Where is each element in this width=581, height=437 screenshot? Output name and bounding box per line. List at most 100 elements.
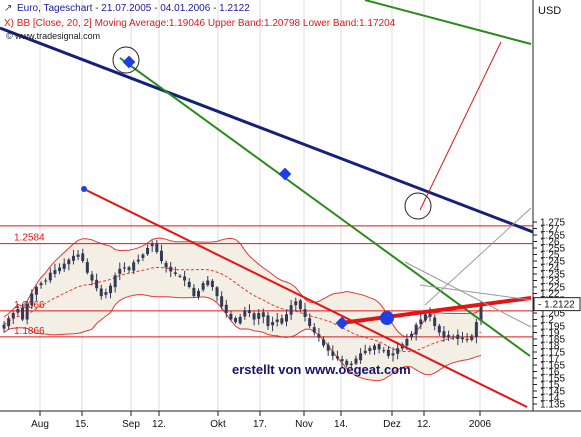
diamond-marker-low bbox=[335, 316, 349, 330]
y-axis-unit: USD bbox=[538, 5, 561, 17]
candle-body bbox=[479, 305, 483, 321]
y-tick-label: 1.19 bbox=[540, 328, 560, 339]
candle-body bbox=[210, 280, 214, 287]
candle-body bbox=[460, 337, 464, 340]
annotations bbox=[81, 46, 432, 330]
candle-body bbox=[109, 285, 113, 294]
dot-marker-large bbox=[380, 311, 394, 325]
moving-average-line bbox=[3, 266, 482, 353]
candle-body bbox=[289, 305, 293, 315]
candle-body bbox=[21, 308, 25, 320]
candle-body bbox=[280, 318, 284, 324]
candle-body bbox=[118, 268, 122, 274]
bollinger-band-fill bbox=[4, 238, 481, 381]
candle-body bbox=[428, 313, 432, 317]
y-tick-label: 1.235 bbox=[540, 270, 565, 281]
breakout-circle-marker bbox=[404, 192, 432, 220]
candle-body bbox=[146, 248, 150, 255]
candle-body bbox=[368, 348, 372, 352]
y-tick-label: 1.155 bbox=[540, 374, 565, 385]
header-text: ↗ Euro, Tageschart - 21.07.2005 - 04.01.… bbox=[4, 3, 396, 41]
y-tick-label: 1.145 bbox=[540, 387, 565, 398]
candle-body bbox=[308, 318, 312, 326]
x-tick-label: 17. bbox=[253, 419, 267, 430]
red-projection-line bbox=[419, 41, 502, 211]
candle-body bbox=[122, 267, 126, 269]
candle-body bbox=[470, 336, 474, 340]
y-tick-label: 1.16 bbox=[540, 367, 560, 378]
candle-body bbox=[85, 262, 89, 273]
candle-body bbox=[215, 287, 219, 297]
candle-body bbox=[456, 334, 460, 339]
candle-body bbox=[326, 344, 330, 351]
x-tick-label: Okt bbox=[210, 419, 226, 430]
y-axis-background bbox=[533, 0, 581, 432]
candle-body bbox=[81, 253, 85, 261]
y-tick-label: 1.18 bbox=[540, 341, 560, 352]
candle-body bbox=[437, 325, 441, 333]
candle-body bbox=[169, 266, 173, 272]
candle-body bbox=[187, 281, 191, 287]
candle-body bbox=[271, 322, 275, 326]
y-tick-label: 1.27 bbox=[540, 224, 560, 235]
candle-body bbox=[178, 275, 182, 277]
candle-body bbox=[345, 360, 349, 365]
diamond-marker-mid bbox=[278, 167, 292, 181]
level-label: 1.2584 bbox=[14, 233, 45, 244]
candle-body bbox=[224, 304, 228, 313]
candle-body bbox=[284, 314, 288, 322]
candle-body bbox=[433, 317, 437, 326]
bollinger-lower-band bbox=[3, 294, 482, 382]
chart-title: Euro, Tageschart - 21.07.2005 - 04.01.20… bbox=[17, 3, 250, 14]
candle-body bbox=[104, 292, 108, 295]
indicator-legend: X) BB [Close, 20, 2] Moving Average:1.19… bbox=[4, 18, 396, 29]
candle-body bbox=[90, 274, 94, 281]
candle-body bbox=[44, 280, 48, 282]
candle-body bbox=[99, 288, 103, 297]
y-tick-label: 1.23 bbox=[540, 276, 560, 287]
candle-body bbox=[62, 263, 66, 269]
y-tick-label: 1.24 bbox=[540, 263, 560, 274]
y-tick-label: 1.26 bbox=[540, 237, 560, 248]
candle-body bbox=[58, 267, 62, 272]
candle-body bbox=[275, 319, 279, 322]
last-price-box bbox=[533, 297, 581, 312]
candle-body bbox=[229, 313, 233, 320]
x-tick-label: 15. bbox=[75, 419, 89, 430]
y-tick-label: 1.22 bbox=[540, 289, 560, 300]
candle-body bbox=[377, 344, 381, 350]
candle-body bbox=[340, 359, 344, 362]
candle-body bbox=[331, 351, 335, 356]
candle-body bbox=[183, 276, 187, 281]
candle-body bbox=[11, 313, 15, 319]
red-upward-line bbox=[340, 296, 532, 325]
navy-resistance-line bbox=[0, 26, 533, 234]
candle-body bbox=[53, 270, 57, 274]
header-arrow-icon: ↗ bbox=[4, 3, 12, 14]
candle-body bbox=[410, 333, 414, 338]
candle-body bbox=[16, 309, 20, 313]
candle-body bbox=[113, 275, 117, 288]
level-label: 1.2066 bbox=[14, 300, 45, 311]
candle-body bbox=[298, 300, 302, 310]
x-tick-label: Nov bbox=[295, 419, 313, 430]
candle-body bbox=[322, 339, 326, 346]
y-tick-label: 1.2 bbox=[540, 315, 554, 326]
candle-body bbox=[354, 358, 358, 364]
candle-body bbox=[197, 290, 201, 297]
candle-body bbox=[173, 272, 177, 274]
candle-body bbox=[474, 322, 478, 337]
candle-body bbox=[391, 353, 395, 356]
y-tick-label: 1.185 bbox=[540, 335, 565, 346]
candle-body bbox=[48, 272, 52, 281]
candle-body bbox=[317, 334, 321, 338]
y-tick-label: 1.25 bbox=[540, 250, 560, 261]
candle-body bbox=[238, 316, 242, 324]
y-tick-label: 1.195 bbox=[540, 322, 565, 333]
candlesticks bbox=[2, 240, 483, 369]
candle-body bbox=[261, 312, 265, 317]
candle-body bbox=[252, 313, 256, 320]
y-tick-label: 1.225 bbox=[540, 283, 565, 294]
candle-body bbox=[363, 350, 367, 354]
candle-body bbox=[303, 309, 307, 317]
